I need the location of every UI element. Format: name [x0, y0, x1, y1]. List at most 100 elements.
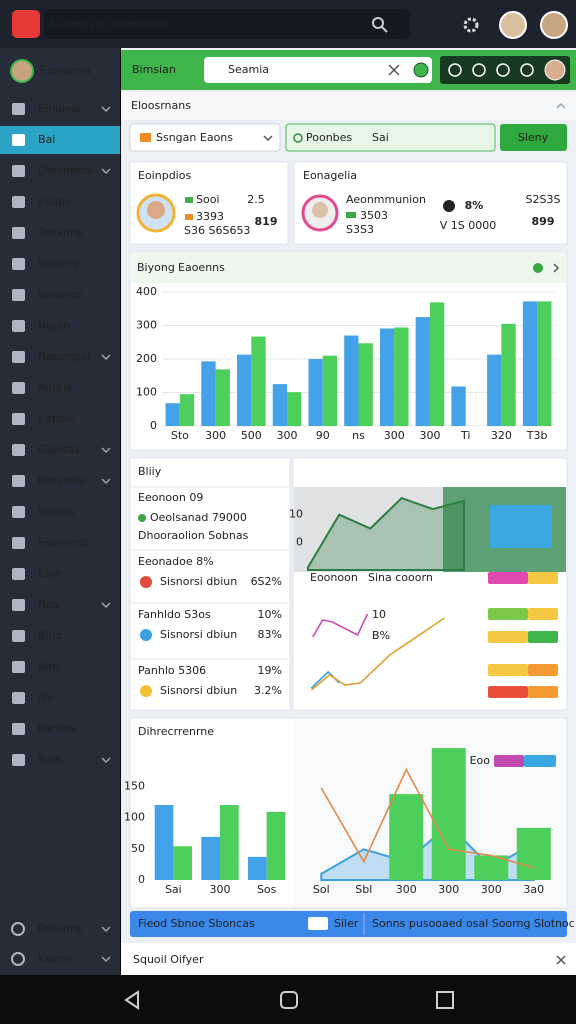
- x-tick-label: ns: [352, 429, 365, 442]
- chevron: [553, 263, 560, 273]
- nav-icon: [12, 351, 25, 363]
- footer-bar: [121, 943, 576, 975]
- select[interactable]: [129, 123, 281, 152]
- search-placeholder: Seamia: [228, 63, 269, 76]
- chevron: [101, 602, 111, 609]
- nav-icon: [12, 506, 25, 518]
- nav-icon: [12, 754, 25, 766]
- card-avatar-face: [147, 201, 165, 219]
- nav-icon: [12, 723, 25, 735]
- nav-icon: [12, 413, 25, 425]
- nav-item[interactable]: Ban: [38, 660, 59, 673]
- tag: [528, 608, 558, 620]
- bar: [358, 343, 373, 426]
- tag: [488, 664, 528, 676]
- nav-item[interactable]: Einioeis: [38, 102, 81, 115]
- chevron: [101, 956, 111, 963]
- toolbar-label: Bimsian: [132, 63, 176, 76]
- tag: [528, 664, 558, 676]
- bar: [379, 328, 395, 426]
- search-input[interactable]: [204, 57, 432, 83]
- x-tick-label: 300: [210, 883, 231, 896]
- indicator: [346, 212, 356, 218]
- card-stat-sub: V 1S 0000: [440, 219, 497, 232]
- nav-item[interactable]: Kaonis: [38, 952, 75, 965]
- banner-tag: Siler: [334, 917, 359, 930]
- nav-icon: [12, 599, 25, 611]
- area: [307, 496, 465, 571]
- nav-icon: [12, 320, 25, 332]
- nav-item[interactable]: Na: [38, 691, 53, 704]
- legend-pill: [494, 755, 524, 767]
- nav-item[interactable]: Dioonenal: [38, 164, 94, 177]
- nav-item[interactable]: Bai: [38, 133, 55, 146]
- nav-item[interactable]: Nea: [38, 598, 60, 611]
- nav-item[interactable]: Dioonns: [38, 922, 83, 935]
- stat-icon: [443, 200, 455, 212]
- nav-item[interactable]: Bais: [38, 753, 61, 766]
- nav-item[interactable]: Ainitis: [38, 381, 72, 394]
- nav-item[interactable]: Eion: [38, 567, 62, 580]
- nav-item[interactable]: Tooanns: [37, 226, 83, 239]
- nav-icon: [12, 227, 25, 239]
- bar: [389, 794, 424, 880]
- primary-button[interactable]: [500, 124, 567, 151]
- card-line: Aeonmmunion: [346, 193, 426, 206]
- line: [310, 617, 445, 691]
- bar: [415, 317, 430, 426]
- bar: [266, 811, 286, 880]
- panel-header: [131, 253, 566, 283]
- chevron: [101, 354, 111, 361]
- bar: [487, 354, 502, 426]
- x-tick-label: 300: [205, 429, 226, 442]
- chevron: [263, 135, 273, 142]
- x-tick-label: Sai: [165, 883, 182, 896]
- indicator: [185, 214, 193, 220]
- row-label: Sisnorsi dbiun: [160, 575, 237, 588]
- nav-item[interactable]: Neonngar: [38, 350, 92, 363]
- row-value: 3.2%: [254, 684, 282, 697]
- nav-item[interactable]: Siooiiion: [38, 288, 84, 301]
- row-label: Sisnorsi dbiun: [160, 628, 237, 641]
- nav-item[interactable]: Esonondl: [38, 536, 88, 549]
- recents-button[interactable]: [436, 991, 454, 1009]
- x-tick-label: Sol: [313, 883, 330, 896]
- row-icon: [140, 685, 152, 697]
- row-value: 83%: [258, 628, 282, 641]
- nav-item[interactable]: Pankes: [38, 722, 77, 735]
- bar: [220, 805, 239, 880]
- nav-icon: [11, 922, 25, 936]
- nav-item[interactable]: Nigan: [38, 319, 70, 332]
- nav-item[interactable]: Gaeitas: [38, 443, 80, 456]
- panel-title: Dihrecrrenrne: [138, 725, 214, 738]
- list-dot: [138, 514, 146, 522]
- tabs[interactable]: [285, 123, 496, 152]
- nav-icon: [12, 289, 25, 301]
- banner[interactable]: [130, 911, 567, 937]
- nav-item[interactable]: Soiinng: [38, 257, 79, 270]
- y-tick-label: 0: [138, 873, 145, 886]
- app-logo[interactable]: [12, 10, 40, 38]
- x-tick-label: 300: [481, 883, 502, 896]
- nav-icon: [12, 165, 25, 177]
- nav-item[interactable]: Bino: [38, 629, 63, 642]
- home-button[interactable]: [280, 991, 298, 1009]
- chart-bg: [294, 487, 444, 572]
- chevron: [101, 106, 111, 113]
- toolbar-icon: [448, 63, 462, 77]
- nav-item[interactable]: Eapoul: [38, 412, 75, 425]
- y-tick-label: 400: [136, 285, 157, 298]
- y-tick-label: 100: [136, 386, 157, 399]
- y-tick-label: 150: [124, 779, 145, 792]
- nav-item[interactable]: Soanis: [38, 505, 74, 518]
- nav-icon: [12, 692, 25, 704]
- tag: [528, 631, 558, 643]
- nav-icon: [12, 568, 25, 580]
- card-title: Eonagelia: [303, 169, 357, 182]
- row-label: Sisnorsi dbiun: [160, 684, 237, 697]
- card-small: 2.5: [247, 193, 265, 206]
- nav-item[interactable]: Eaops: [38, 195, 71, 208]
- card-line: S3S3: [346, 223, 374, 236]
- nav-item[interactable]: Eoraonis: [38, 474, 86, 487]
